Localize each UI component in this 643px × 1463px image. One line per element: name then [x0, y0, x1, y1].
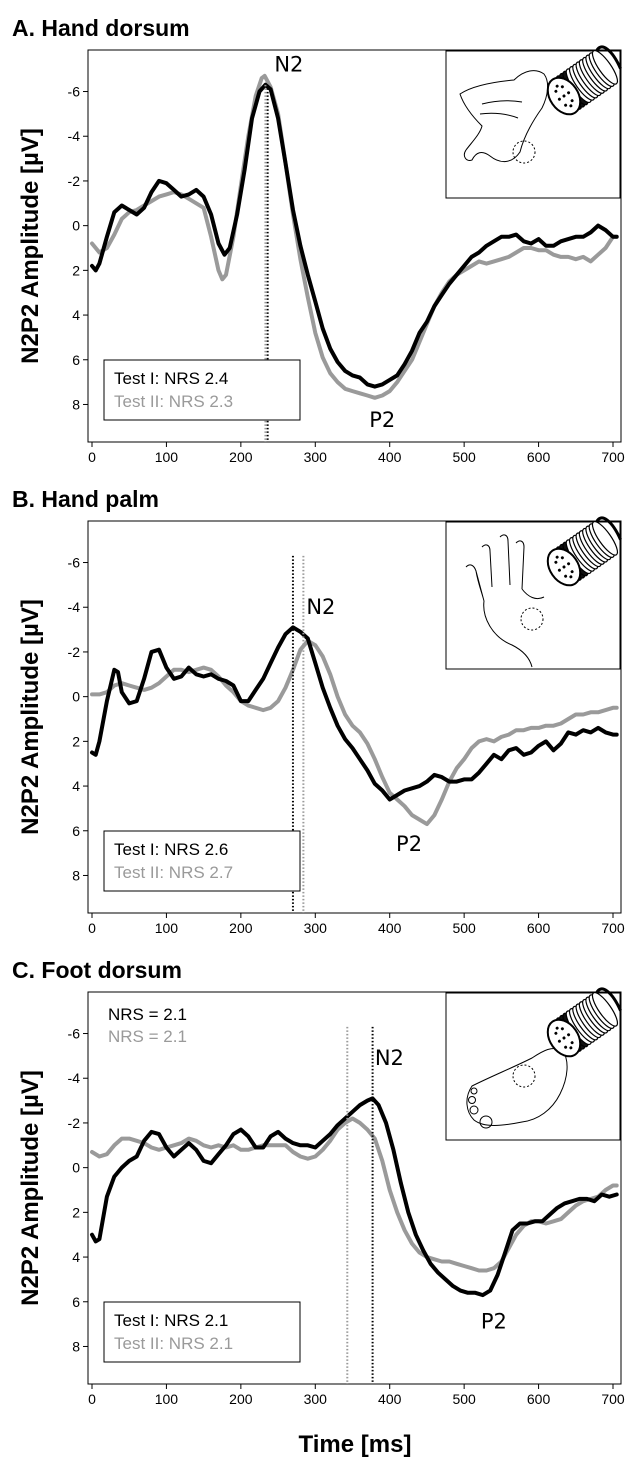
x-tick-label: 500	[452, 449, 476, 465]
legend-entry: Test I: NRS 2.4	[114, 369, 228, 388]
stimulator-cylinder	[546, 45, 622, 116]
plot-frame	[87, 49, 622, 443]
x-tick-label: 500	[452, 920, 476, 936]
y-tick-label: 2	[72, 733, 80, 749]
y-tick-label: 4	[72, 1249, 80, 1265]
panel-c: C. Foot dorsum -6 -4 -2 0 2 4 6 8 0 100 200 300 400 50…	[12, 957, 625, 1407]
y-tick-label: 6	[72, 352, 80, 368]
series-line-test-1	[90, 1096, 619, 1298]
panel-title: A. Hand dorsum	[12, 15, 190, 41]
y-tick-label: 0	[72, 218, 80, 234]
stimulator-cylinder	[546, 516, 622, 587]
x-tick-label: 200	[229, 920, 253, 936]
panel-title: B. Hand palm	[12, 486, 159, 512]
x-tick-label: 600	[527, 449, 551, 465]
p2-label: P2	[396, 832, 422, 856]
y-tick-label: 8	[72, 867, 80, 883]
y-tick-label: 6	[72, 823, 80, 839]
y-tick-label: 0	[72, 1160, 80, 1176]
x-tick-label: 100	[155, 449, 179, 465]
x-tick-label: 700	[601, 920, 625, 936]
x-tick-label: 700	[601, 449, 625, 465]
y-tick-label: -4	[68, 599, 81, 615]
nrs-top-text: NRS = 2.1	[108, 1005, 187, 1024]
x-tick-label: 600	[527, 1391, 551, 1407]
legend-box	[103, 830, 301, 892]
y-axis-label: N2P2 Amplitude [µV]	[17, 1070, 44, 1306]
y-tick-label: -2	[68, 1115, 81, 1131]
x-tick-label: 0	[88, 920, 96, 936]
panel-a: A. Hand dorsum -6 -4 -2 0 2 4 6 8 0 100 200 300 400 50…	[12, 15, 625, 465]
p2-label: P2	[481, 1310, 507, 1334]
legend-entry: Test II: NRS 2.1	[114, 1334, 233, 1353]
series-line-test-2	[90, 638, 619, 827]
foot-dorsum-stimulator-icon	[466, 987, 622, 1129]
hand-palm-stimulator-icon	[465, 516, 622, 668]
x-tick-label: 400	[378, 449, 402, 465]
legend-entry: Test II: NRS 2.7	[114, 863, 233, 882]
nrs-top-text: NRS = 2.1	[108, 1027, 187, 1046]
legend-box	[103, 359, 301, 421]
x-tick-label: 0	[88, 1391, 96, 1407]
panel-b: B. Hand palm -6 -4 -2 0 2 4 6 8 0 100 200 300 400 500 6…	[12, 486, 625, 936]
y-axis-label: N2P2 Amplitude [µV]	[17, 128, 44, 364]
x-tick-label: 200	[229, 449, 253, 465]
y-axis-label: N2P2 Amplitude [µV]	[17, 599, 44, 835]
x-tick-label: 100	[155, 1391, 179, 1407]
n2-label: N2	[306, 595, 335, 619]
hand-dorsum-stimulator-icon	[459, 45, 622, 164]
y-tick-label: 2	[72, 1204, 80, 1220]
x-tick-label: 0	[88, 449, 96, 465]
n2-label: N2	[375, 1046, 404, 1070]
x-tick-label: 300	[304, 920, 328, 936]
y-tick-label: -6	[68, 84, 81, 100]
y-tick-label: 4	[72, 307, 80, 323]
y-tick-label: 8	[72, 1338, 80, 1354]
y-tick-label: -2	[68, 173, 81, 189]
x-tick-label: 700	[601, 1391, 625, 1407]
x-tick-label: 400	[378, 1391, 402, 1407]
n2-label: N2	[274, 52, 303, 76]
x-axis-label: Time [ms]	[299, 1431, 412, 1458]
x-tick-label: 600	[527, 920, 551, 936]
y-tick-label: -6	[68, 1026, 81, 1042]
panel-title: C. Foot dorsum	[12, 957, 182, 983]
series-line-test-1	[90, 82, 619, 389]
legend-entry: Test II: NRS 2.3	[114, 392, 233, 411]
x-tick-label: 300	[304, 449, 328, 465]
icon-inset	[445, 50, 621, 199]
y-tick-label: -2	[68, 644, 81, 660]
x-tick-label: 100	[155, 920, 179, 936]
series-line-test-1	[90, 625, 619, 802]
series-line-test-2	[90, 1116, 619, 1273]
y-tick-label: -4	[68, 128, 81, 144]
y-tick-label: -6	[68, 555, 81, 571]
legend-entry: Test I: NRS 2.6	[114, 840, 228, 859]
legend-entry: Test I: NRS 2.1	[114, 1311, 228, 1330]
y-tick-label: 4	[72, 778, 80, 794]
x-tick-label: 300	[304, 1391, 328, 1407]
p2-label: P2	[369, 408, 395, 432]
x-tick-label: 400	[378, 920, 402, 936]
plot-frame	[87, 520, 622, 914]
y-tick-label: 8	[72, 396, 80, 412]
legend-box	[103, 1301, 301, 1363]
plot-frame	[87, 991, 622, 1385]
y-tick-label: 0	[72, 689, 80, 705]
x-tick-label: 200	[229, 1391, 253, 1407]
y-tick-label: 6	[72, 1294, 80, 1310]
y-tick-label: -4	[68, 1070, 81, 1086]
stimulator-cylinder	[546, 987, 622, 1058]
x-tick-label: 500	[452, 1391, 476, 1407]
y-tick-label: 2	[72, 262, 80, 278]
